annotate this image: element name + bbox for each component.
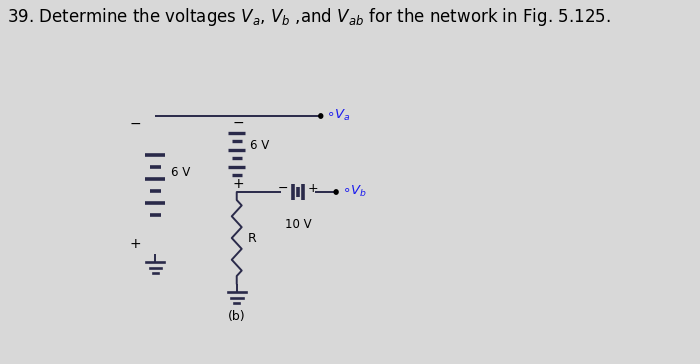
Text: +: + bbox=[232, 177, 244, 191]
Text: $\circ V_a$: $\circ V_a$ bbox=[326, 107, 351, 123]
Text: −: − bbox=[232, 116, 244, 130]
Circle shape bbox=[318, 114, 323, 118]
Text: R: R bbox=[248, 232, 256, 245]
Text: 6 V: 6 V bbox=[171, 166, 190, 179]
Text: 6 V: 6 V bbox=[251, 138, 270, 151]
Text: $\circ V_b$: $\circ V_b$ bbox=[342, 183, 366, 198]
Text: −: − bbox=[130, 117, 141, 131]
Text: 39. Determine the voltages $V_a$, $V_b$ ,and $V_{ab}$ for the network in Fig. 5.: 39. Determine the voltages $V_a$, $V_b$ … bbox=[7, 6, 611, 28]
Text: +: + bbox=[130, 237, 141, 251]
Text: −: − bbox=[278, 182, 288, 194]
Text: +: + bbox=[307, 182, 318, 194]
Text: 10 V: 10 V bbox=[285, 218, 312, 231]
Circle shape bbox=[334, 190, 338, 194]
Text: (b): (b) bbox=[228, 310, 246, 323]
